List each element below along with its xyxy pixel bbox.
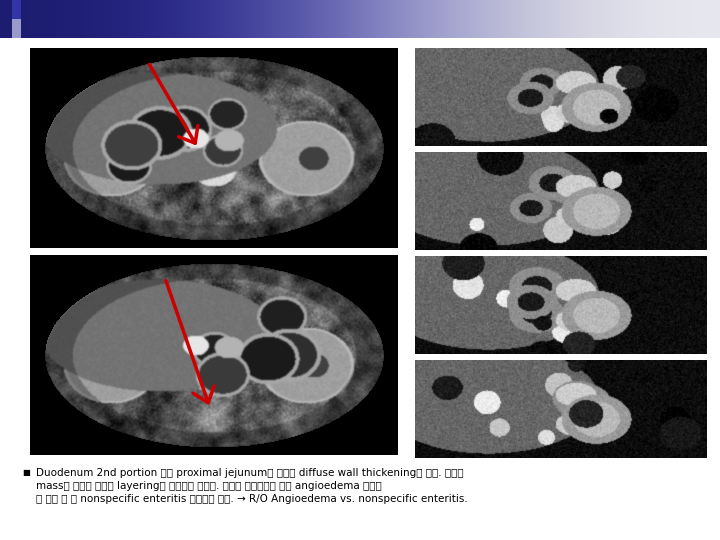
Text: Duodenum 2nd portion 부터 proximal jejunum에 걸쳐서 diffuse wall thickening이 있음. 뚤렵한
m: Duodenum 2nd portion 부터 proximal jejunum… (36, 468, 468, 504)
Bar (12, 19, 21, 38)
Text: ■: ■ (22, 468, 30, 477)
Bar (0, 0, 12, 38)
Bar (12, 0, 21, 19)
